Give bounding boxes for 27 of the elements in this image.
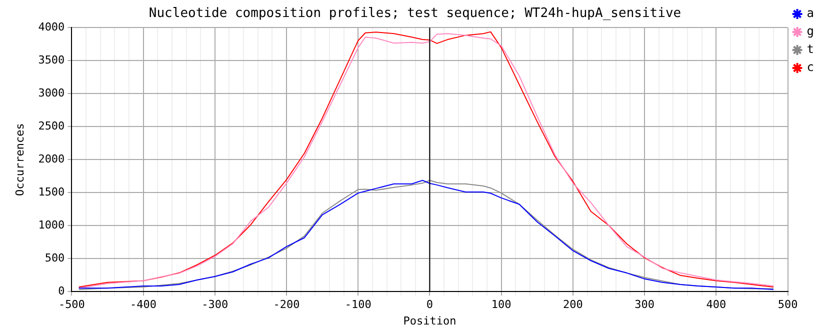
x-tick-label: 200: [563, 298, 583, 312]
x-tick-label: 500: [778, 298, 798, 312]
y-tick-label: 1500: [38, 185, 65, 198]
x-tick-label: -100: [344, 298, 372, 312]
x-tick-label: 300: [634, 298, 654, 312]
legend-label: c: [806, 60, 814, 74]
legend-label: a: [806, 6, 814, 20]
x-axis-title: Position: [403, 314, 456, 328]
y-tick-label: 0: [58, 284, 65, 298]
y-axis-title: Occurrences: [13, 123, 26, 196]
chart-title: Nucleotide composition profiles; test sequence; WT24h-hupA_sensitive: [148, 6, 682, 22]
x-tick-label: -400: [130, 298, 157, 312]
legend-label: t: [806, 42, 814, 56]
y-tick-label: 3000: [38, 86, 65, 100]
x-tick-label: -500: [58, 298, 85, 312]
y-tick-label: 500: [44, 251, 65, 264]
x-tick-label: 0: [426, 298, 434, 312]
y-tick-label: 2500: [38, 119, 65, 132]
x-tick-label: 100: [491, 298, 512, 312]
x-tick-label: -300: [202, 298, 228, 312]
y-tick-label: 2000: [38, 152, 65, 166]
legend-label: g: [806, 24, 814, 38]
x-tick-label: -200: [273, 298, 300, 312]
y-tick-label: 3500: [38, 53, 65, 66]
y-tick-label: 4000: [38, 20, 65, 34]
y-tick-label: 1000: [38, 218, 65, 232]
x-tick-label: 400: [706, 298, 726, 312]
